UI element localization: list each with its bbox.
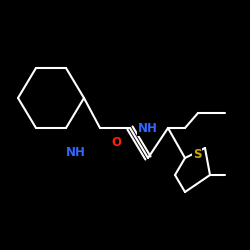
Text: O: O xyxy=(111,136,121,149)
Text: NH: NH xyxy=(138,122,158,134)
Text: NH: NH xyxy=(66,146,86,160)
Text: S: S xyxy=(193,148,201,162)
